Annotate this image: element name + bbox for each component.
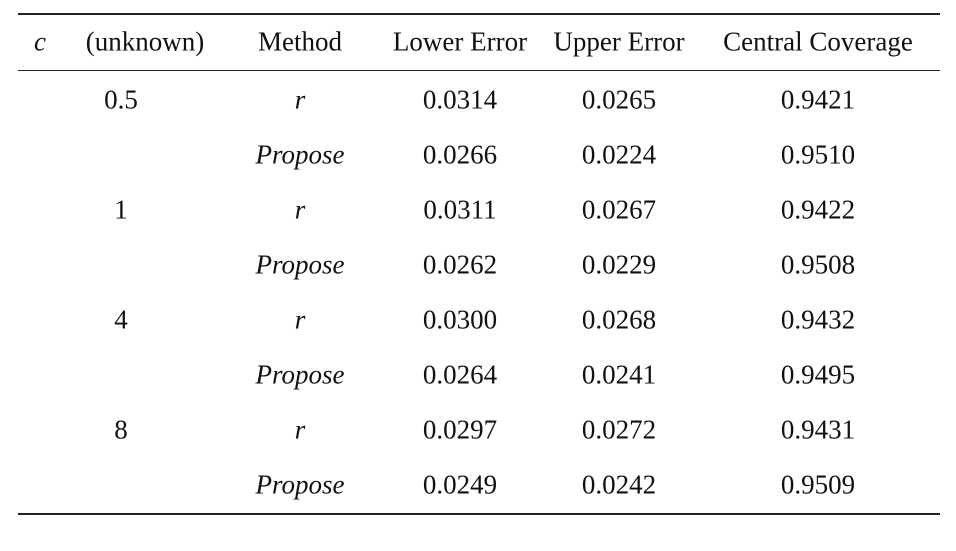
value-cell: 0.0264 <box>422 359 498 390</box>
value-cell: 0.0262 <box>422 249 498 280</box>
header-cell: Central Coverage <box>723 26 913 57</box>
value-cell: 0.9510 <box>780 139 856 170</box>
value-cell: 0.0267 <box>581 194 657 225</box>
value-cell: 0.0249 <box>422 469 498 500</box>
group-label: 1 <box>114 194 128 225</box>
bottom-rule <box>18 513 940 515</box>
value-cell: 0.0314 <box>422 84 498 115</box>
method-cell: r <box>294 84 306 115</box>
value-cell: 0.9495 <box>780 359 856 390</box>
value-cell: 0.0229 <box>581 249 657 280</box>
method-cell: Propose <box>255 249 345 280</box>
method-cell: Propose <box>255 469 345 500</box>
group-label: 4 <box>114 304 128 335</box>
value-cell: 0.9508 <box>780 249 856 280</box>
header-cell: (unknown) <box>85 26 205 57</box>
value-cell: 0.0241 <box>581 359 657 390</box>
value-cell: 0.9509 <box>780 469 856 500</box>
header-rule <box>18 70 940 71</box>
value-cell: 0.0300 <box>422 304 498 335</box>
value-cell: 0.0268 <box>581 304 657 335</box>
group-label: 8 <box>114 414 128 445</box>
method-cell: Propose <box>255 139 345 170</box>
header-cell: Lower Error <box>392 26 528 57</box>
method-cell: r <box>294 304 306 335</box>
value-cell: 0.9431 <box>780 414 856 445</box>
top-rule <box>18 13 940 15</box>
value-cell: 0.0265 <box>581 84 657 115</box>
value-cell: 0.9421 <box>780 84 856 115</box>
value-cell: 0.9422 <box>780 194 856 225</box>
method-cell: r <box>294 194 306 225</box>
value-cell: 0.0311 <box>423 194 497 225</box>
value-cell: 0.0266 <box>422 139 498 170</box>
method-cell: r <box>294 414 306 445</box>
value-cell: 0.0242 <box>581 469 657 500</box>
value-cell: 0.0224 <box>581 139 657 170</box>
header-cell: c <box>34 26 46 57</box>
value-cell: 0.0297 <box>422 414 498 445</box>
method-cell: Propose <box>255 359 345 390</box>
group-label: 0.5 <box>104 84 138 115</box>
value-cell: 0.0272 <box>581 414 657 445</box>
value-cell: 0.9432 <box>780 304 856 335</box>
header-cell: Upper Error <box>553 26 685 57</box>
header-cell: Method <box>258 26 342 57</box>
